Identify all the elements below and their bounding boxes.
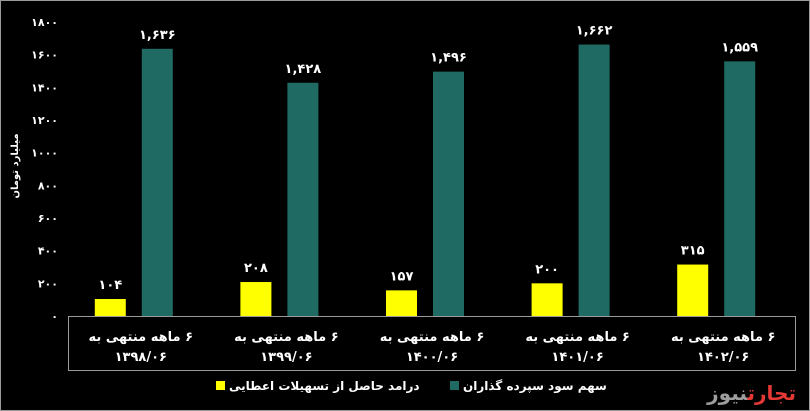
data-label: ۱,۶۶۲ — [576, 24, 613, 39]
data-label: ۲۰۸ — [244, 261, 268, 276]
bar-series-1 — [240, 282, 272, 316]
bar-series-2 — [287, 82, 319, 316]
y-tick-label: ۴۰۰ — [38, 245, 58, 258]
logo-word-1: تجارت — [747, 381, 796, 405]
y-axis-ticks: ۰ ۲۰۰ ۴۰۰ ۶۰۰ ۸۰۰ ۱۰۰۰ ۱۲۰۰ ۱۴۰۰ ۱۶۰۰ ۱۸۰۰ — [31, 16, 58, 323]
category-label: ۱۳۹۹/۰۶ — [260, 350, 312, 365]
category-label: ۱۴۰۰/۰۶ — [406, 350, 458, 365]
brand-logo: تجارتنیوز — [707, 381, 796, 405]
bar-series-2 — [433, 71, 464, 316]
bar-series-2 — [724, 61, 756, 316]
category-label: ۱۴۰۱/۰۶ — [551, 350, 603, 365]
logo-word-2: نیوز — [707, 381, 748, 405]
bar-series-1 — [94, 299, 126, 316]
bar-series-1 — [531, 283, 563, 316]
category-label: ۶ ماهه منتهی به — [234, 330, 339, 345]
bar-series-1 — [677, 264, 709, 316]
y-tick-label: ۱۲۰۰ — [31, 114, 58, 127]
legend-label-2: سهم سود سپرده گذاران — [463, 379, 607, 394]
data-labels: ۱۰۴ ۱,۶۳۶ ۲۰۸ ۱,۴۲۸ ۱۵۷ ۱,۴۹۶ ۲۰۰ ۱,۶۶۲ ۳۱۵ ۱,۵۵۹ — [98, 24, 758, 293]
data-label: ۱,۵۵۹ — [721, 40, 758, 55]
y-tick-label: ۲۰۰ — [38, 277, 58, 290]
y-tick-label: ۱۸۰۰ — [31, 16, 58, 29]
category-label: ۶ ماهه منتهی به — [525, 330, 630, 345]
legend-swatch-1 — [216, 381, 225, 390]
y-axis-label: میلیارد تومان — [10, 133, 21, 198]
legend-label-1: درامد حاصل از تسهیلات اعطایی — [229, 379, 420, 393]
y-tick-label: ۸۰۰ — [38, 179, 58, 192]
plot-area-frame — [68, 316, 796, 371]
y-tick-label: ۰ — [51, 310, 58, 323]
category-label: ۱۳۹۸/۰۶ — [115, 350, 167, 365]
bar-series-2 — [141, 48, 173, 316]
y-tick-label: ۱۶۰۰ — [31, 49, 58, 62]
category-label: ۱۴۰۲/۰۶ — [697, 350, 749, 365]
category-label: ۶ ماهه منتهی به — [671, 330, 776, 345]
category-label: ۶ ماهه منتهی به — [380, 330, 485, 345]
legend-swatch-2 — [450, 381, 459, 390]
y-tick-label: ۱۰۰۰ — [31, 147, 58, 160]
data-label: ۳۱۵ — [681, 244, 705, 259]
bar-series-1 — [386, 290, 417, 316]
bars — [94, 44, 756, 316]
data-label: ۱,۴۲۸ — [285, 62, 322, 77]
data-label: ۲۰۰ — [535, 262, 559, 277]
category-label: ۶ ماهه منتهی به — [89, 330, 194, 345]
y-tick-label: ۶۰۰ — [38, 212, 58, 225]
data-label: ۱۵۷ — [390, 269, 414, 284]
category-labels: ۶ ماهه منتهی به ۱۳۹۸/۰۶ ۶ ماهه منتهی به ۱۳۹… — [89, 330, 776, 365]
data-label: ۱,۴۹۶ — [430, 51, 467, 66]
bar-series-2 — [578, 44, 610, 316]
y-tick-label: ۱۴۰۰ — [31, 81, 58, 94]
legend: درامد حاصل از تسهیلات اعطایی سهم سود سپرد… — [216, 379, 607, 394]
data-label: ۱۰۴ — [98, 278, 122, 293]
data-label: ۱,۶۳۶ — [139, 28, 176, 43]
